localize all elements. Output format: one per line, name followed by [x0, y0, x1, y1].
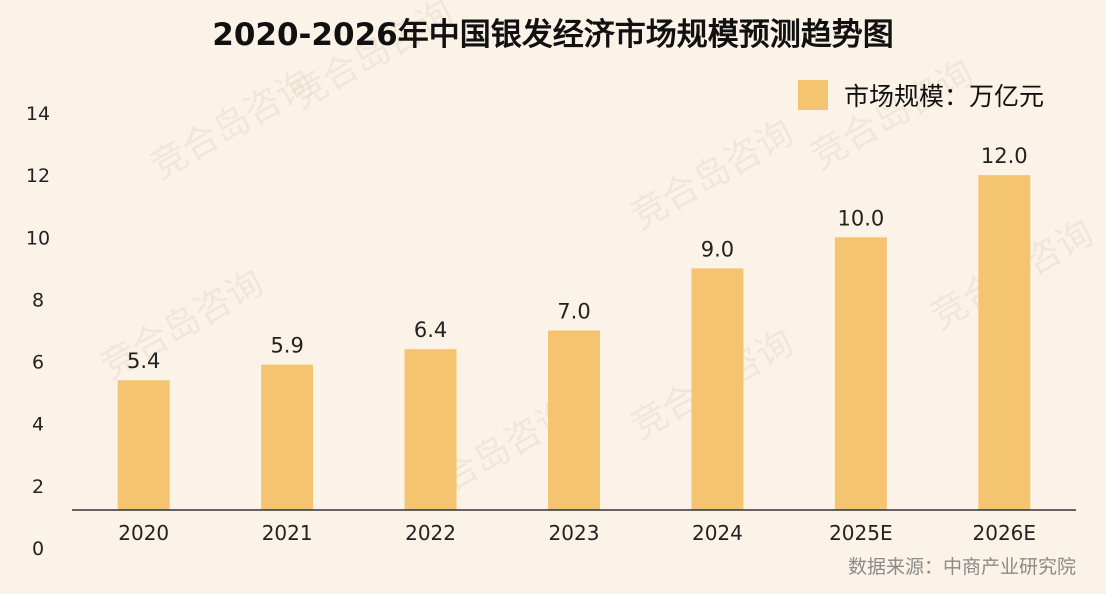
- y-tick-label: 8: [32, 289, 44, 311]
- data-label: 6.4: [414, 318, 447, 342]
- bars: [117, 175, 1031, 511]
- y-tick-label: 0: [32, 538, 44, 560]
- x-tick-label: 2024: [692, 521, 743, 545]
- source-note: 数据来源：中商产业研究院: [848, 556, 1076, 578]
- watermark: 竞合岛咨询: [624, 112, 800, 238]
- watermark: 竞合岛咨询: [804, 52, 980, 178]
- bar: [691, 268, 744, 510]
- x-axis: 2020 2021 2022 2023 2024 2025E 2026E: [118, 521, 1036, 545]
- data-label: 7.0: [557, 300, 590, 324]
- y-tick-label: 12: [26, 165, 50, 187]
- x-tick-label: 2020: [118, 521, 169, 545]
- x-tick-label: 2025E: [829, 521, 893, 545]
- data-labels: 5.4 5.9 6.4 7.0 9.0 10.0 12.0: [127, 144, 1028, 373]
- data-label: 5.9: [270, 334, 303, 358]
- bar: [978, 175, 1031, 510]
- data-label: 9.0: [701, 237, 734, 261]
- y-tick-label: 14: [26, 103, 50, 125]
- legend: 市场规模：万亿元: [798, 80, 1044, 111]
- bar: [404, 349, 457, 510]
- chart-title: 2020-2026年中国银发经济市场规模预测趋势图: [212, 17, 893, 53]
- x-tick-label: 2021: [262, 521, 313, 545]
- bar: [834, 237, 887, 511]
- bar: [117, 380, 170, 510]
- y-tick-label: 4: [32, 414, 44, 436]
- data-label: 12.0: [981, 144, 1028, 168]
- x-tick-label: 2023: [549, 521, 600, 545]
- x-tick-label: 2022: [405, 521, 456, 545]
- watermark: 竞合岛咨询: [144, 62, 320, 188]
- legend-swatch: [798, 80, 828, 110]
- y-tick-label: 6: [32, 352, 44, 374]
- y-axis: 0 2 4 6 8 10 12 14: [26, 103, 50, 560]
- bar: [548, 330, 600, 510]
- data-label: 5.4: [127, 349, 160, 373]
- bar: [261, 364, 314, 510]
- x-tick-label: 2026E: [973, 521, 1037, 545]
- y-tick-label: 2: [32, 476, 44, 498]
- data-label: 10.0: [837, 206, 884, 230]
- legend-label: 市场规模：万亿元: [844, 82, 1044, 111]
- y-tick-label: 10: [26, 227, 50, 249]
- watermark: 竞合岛咨询: [94, 262, 270, 388]
